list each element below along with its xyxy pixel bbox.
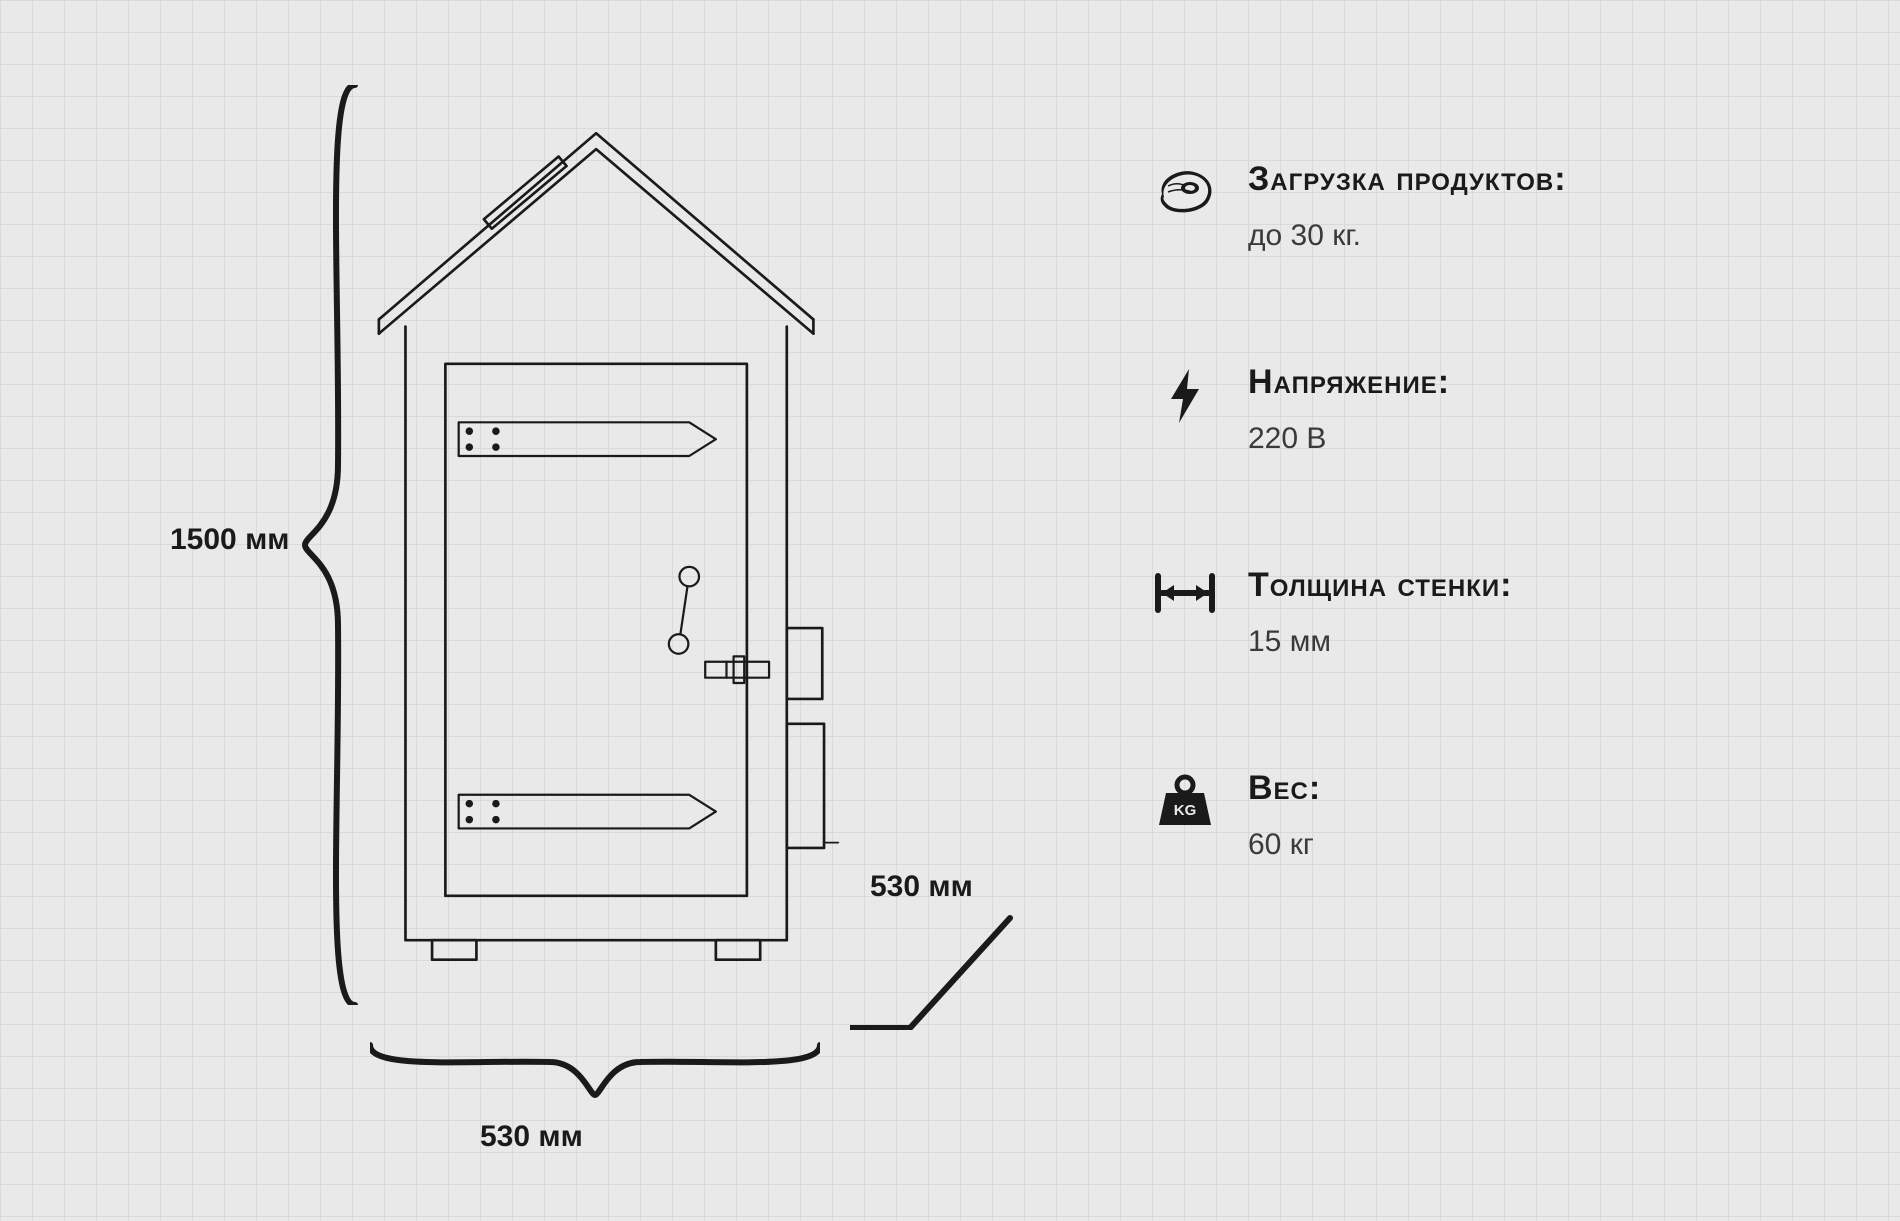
- spec-label: Вес:: [1248, 769, 1321, 808]
- spec-label: Загрузка продуктов:: [1248, 160, 1567, 199]
- specs-panel: Загрузка продуктов: до 30 кг. Напряжение…: [1100, 0, 1900, 1221]
- spec-label: Напряжение:: [1248, 363, 1450, 402]
- weight-icon: KG: [1156, 773, 1214, 829]
- spec-row: Загрузка продуктов: до 30 кг.: [1140, 160, 1900, 253]
- depth-dimension: 530 мм: [870, 870, 973, 904]
- spec-value: до 30 кг.: [1248, 219, 1567, 253]
- spec-value: 15 мм: [1248, 625, 1512, 659]
- height-brace: [300, 85, 360, 1005]
- bolt-icon: [1165, 367, 1205, 425]
- width-icon: [1152, 570, 1218, 616]
- height-dimension: 1500 мм: [170, 523, 289, 557]
- spec-row: Толщина стенки: 15 мм: [1140, 566, 1900, 659]
- diagram-panel: 1500 мм 530 мм 530 мм: [0, 0, 1100, 1221]
- smoker-drawing: [370, 80, 840, 1020]
- spec-value: 220 В: [1248, 422, 1450, 456]
- svg-text:KG: KG: [1174, 802, 1197, 819]
- depth-indicator: [850, 910, 1020, 1030]
- spec-row: KG Вес: 60 кг: [1140, 769, 1900, 862]
- spec-value: 60 кг: [1248, 828, 1321, 862]
- spec-row: Напряжение: 220 В: [1140, 363, 1900, 456]
- spec-label: Толщина стенки:: [1248, 566, 1512, 605]
- steak-icon: [1150, 164, 1220, 219]
- width-brace: [370, 1040, 820, 1100]
- width-dimension: 530 мм: [480, 1120, 583, 1154]
